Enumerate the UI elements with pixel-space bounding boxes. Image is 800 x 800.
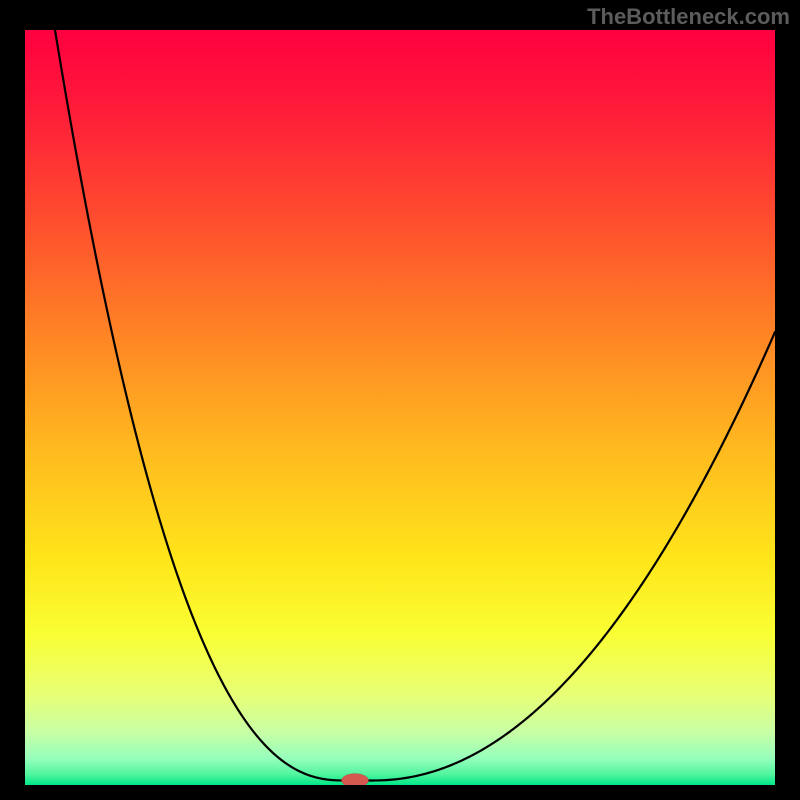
watermark-text: TheBottleneck.com: [587, 4, 790, 30]
chart-frame: TheBottleneck.com: [0, 0, 800, 800]
bottleneck-chart: [25, 30, 775, 785]
gradient-background: [25, 30, 775, 785]
